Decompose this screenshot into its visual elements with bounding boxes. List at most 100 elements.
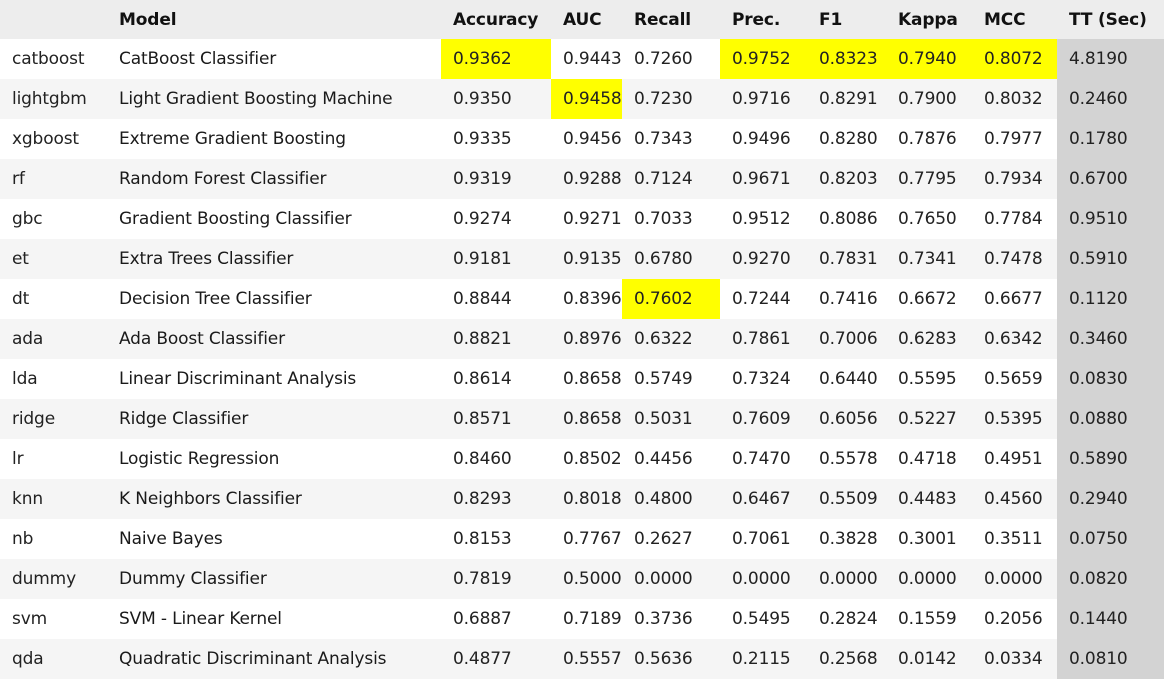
recall-cell: 0.5031 bbox=[634, 409, 693, 429]
f1-cell: 0.6440 bbox=[819, 369, 878, 389]
recall-cell: 0.7260 bbox=[634, 49, 693, 69]
f1-cell: 0.7006 bbox=[819, 329, 878, 349]
precision-cell: 0.7609 bbox=[732, 409, 791, 429]
mcc-cell: 0.8032 bbox=[984, 89, 1043, 109]
row-index-cell: et bbox=[12, 249, 29, 269]
table-row: rf Random Forest Classifier 0.9319 0.9288 0.… bbox=[0, 159, 1164, 199]
header-recall: Recall bbox=[634, 9, 691, 30]
header-auc: AUC bbox=[563, 9, 602, 30]
row-index-cell: lightgbm bbox=[12, 89, 87, 109]
training-time-cell: 0.3460 bbox=[1057, 319, 1164, 359]
row-index-cell: catboost bbox=[12, 49, 85, 69]
recall-cell: 0.7602 bbox=[622, 279, 720, 319]
mcc-cell: 0.7977 bbox=[984, 129, 1043, 149]
table-header: Model Accuracy AUC Recall Prec. F1 Kappa… bbox=[0, 0, 1164, 39]
mcc-cell: 0.2056 bbox=[984, 609, 1043, 629]
training-time-cell: 0.0880 bbox=[1057, 399, 1164, 439]
auc-cell: 0.9458 bbox=[551, 79, 622, 119]
mcc-cell: 0.8072 bbox=[972, 39, 1057, 79]
f1-cell: 0.7416 bbox=[819, 289, 878, 309]
kappa-cell: 0.7940 bbox=[886, 39, 972, 79]
table-row: svm SVM - Linear Kernel 0.6887 0.7189 0.3736… bbox=[0, 599, 1164, 639]
model-name-cell: Gradient Boosting Classifier bbox=[119, 209, 352, 229]
row-index-cell: qda bbox=[12, 649, 44, 669]
auc-cell: 0.8502 bbox=[563, 449, 622, 469]
accuracy-cell: 0.8844 bbox=[453, 289, 512, 309]
precision-cell: 0.9671 bbox=[732, 169, 791, 189]
row-index-cell: dummy bbox=[12, 569, 76, 589]
table-row: lr Logistic Regression 0.8460 0.8502 0.4456 0… bbox=[0, 439, 1164, 479]
kappa-cell: 0.7900 bbox=[898, 89, 957, 109]
f1-cell: 0.2824 bbox=[819, 609, 878, 629]
row-index-cell: gbc bbox=[12, 209, 43, 229]
recall-cell: 0.7230 bbox=[634, 89, 693, 109]
mcc-cell: 0.6342 bbox=[984, 329, 1043, 349]
auc-cell: 0.9456 bbox=[563, 129, 622, 149]
training-time-cell: 0.1120 bbox=[1057, 279, 1164, 319]
precision-cell: 0.0000 bbox=[732, 569, 791, 589]
kappa-cell: 0.7795 bbox=[898, 169, 957, 189]
training-time-cell: 4.8190 bbox=[1057, 39, 1164, 79]
training-time-cell: 0.9510 bbox=[1057, 199, 1164, 239]
precision-cell: 0.7324 bbox=[732, 369, 791, 389]
accuracy-cell: 0.9274 bbox=[453, 209, 512, 229]
row-index-cell: svm bbox=[12, 609, 48, 629]
training-time-cell: 0.5890 bbox=[1057, 439, 1164, 479]
f1-cell: 0.8280 bbox=[819, 129, 878, 149]
header-model: Model bbox=[119, 9, 177, 30]
row-index-cell: nb bbox=[12, 529, 34, 549]
auc-cell: 0.5557 bbox=[563, 649, 622, 669]
mcc-cell: 0.4560 bbox=[984, 489, 1043, 509]
header-training-time: TT (Sec) bbox=[1057, 0, 1164, 39]
accuracy-cell: 0.7819 bbox=[453, 569, 512, 589]
auc-cell: 0.7767 bbox=[563, 529, 622, 549]
row-index-cell: ada bbox=[12, 329, 44, 349]
table-row: gbc Gradient Boosting Classifier 0.9274 0.9… bbox=[0, 199, 1164, 239]
header-row: Model Accuracy AUC Recall Prec. F1 Kappa… bbox=[0, 0, 1164, 39]
training-time-cell: 0.0820 bbox=[1057, 559, 1164, 599]
kappa-cell: 0.3001 bbox=[898, 529, 957, 549]
table-row: qda Quadratic Discriminant Analysis 0.4877… bbox=[0, 639, 1164, 679]
recall-cell: 0.7124 bbox=[634, 169, 693, 189]
model-name-cell: Logistic Regression bbox=[119, 449, 280, 469]
precision-cell: 0.6467 bbox=[732, 489, 791, 509]
mcc-cell: 0.7934 bbox=[984, 169, 1043, 189]
f1-cell: 0.8291 bbox=[819, 89, 878, 109]
auc-cell: 0.5000 bbox=[563, 569, 622, 589]
auc-cell: 0.9271 bbox=[563, 209, 622, 229]
kappa-cell: 0.4483 bbox=[898, 489, 957, 509]
row-index-cell: lr bbox=[12, 449, 24, 469]
accuracy-cell: 0.8571 bbox=[453, 409, 512, 429]
table-row: nb Naive Bayes 0.8153 0.7767 0.2627 0.7061 0.3… bbox=[0, 519, 1164, 559]
table-row: lightgbm Light Gradient Boosting Machine 0… bbox=[0, 79, 1164, 119]
kappa-cell: 0.1559 bbox=[898, 609, 957, 629]
row-index-cell: dt bbox=[12, 289, 30, 309]
precision-cell: 0.9270 bbox=[732, 249, 791, 269]
model-name-cell: Extreme Gradient Boosting bbox=[119, 129, 346, 149]
training-time-cell: 0.0750 bbox=[1057, 519, 1164, 559]
kappa-cell: 0.4718 bbox=[898, 449, 957, 469]
kappa-cell: 0.5595 bbox=[898, 369, 957, 389]
f1-cell: 0.3828 bbox=[819, 529, 878, 549]
mcc-cell: 0.0000 bbox=[984, 569, 1043, 589]
training-time-cell: 0.1780 bbox=[1057, 119, 1164, 159]
f1-cell: 0.7831 bbox=[819, 249, 878, 269]
model-name-cell: CatBoost Classifier bbox=[119, 49, 277, 69]
table-row: ridge Ridge Classifier 0.8571 0.8658 0.5031 0… bbox=[0, 399, 1164, 439]
recall-cell: 0.4456 bbox=[634, 449, 693, 469]
kappa-cell: 0.7341 bbox=[898, 249, 957, 269]
mcc-cell: 0.4951 bbox=[984, 449, 1043, 469]
header-f1: F1 bbox=[819, 9, 843, 30]
model-name-cell: Decision Tree Classifier bbox=[119, 289, 312, 309]
row-index-cell: xgboost bbox=[12, 129, 79, 149]
recall-cell: 0.6780 bbox=[634, 249, 693, 269]
accuracy-cell: 0.9350 bbox=[453, 89, 512, 109]
kappa-cell: 0.0000 bbox=[898, 569, 957, 589]
training-time-cell: 0.6700 bbox=[1057, 159, 1164, 199]
f1-cell: 0.8203 bbox=[819, 169, 878, 189]
header-accuracy: Accuracy bbox=[453, 9, 539, 30]
table-row: dummy Dummy Classifier 0.7819 0.5000 0.0000 0… bbox=[0, 559, 1164, 599]
f1-cell: 0.8323 bbox=[807, 39, 886, 79]
training-time-cell: 0.5910 bbox=[1057, 239, 1164, 279]
